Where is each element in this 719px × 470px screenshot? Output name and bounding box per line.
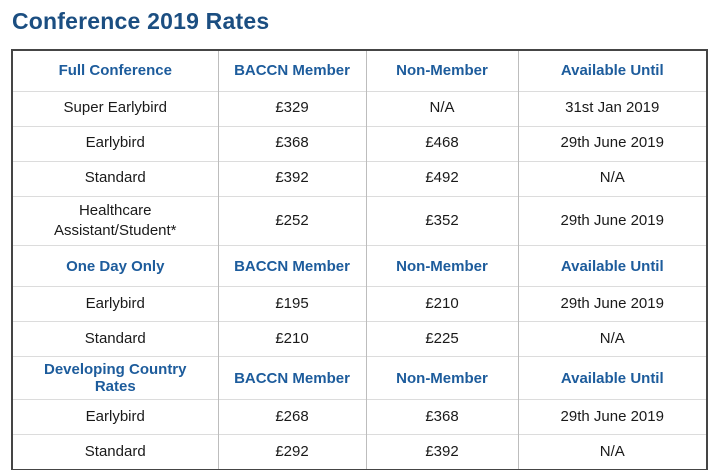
rate-label: Healthcare Assistant/Student* xyxy=(12,195,218,246)
rate-label: Standard xyxy=(12,321,218,357)
column-header-available-until: Available Until xyxy=(517,356,707,400)
non-member-price: £352 xyxy=(365,195,518,246)
rate-label: Super Earlybird xyxy=(12,90,218,126)
column-header-baccn-member: BACCN Member xyxy=(217,356,366,400)
table-row: Earlybird £268 £368 29th June 2019 xyxy=(12,399,707,435)
column-header-non-member: Non-Member xyxy=(365,245,518,287)
available-until-date: N/A xyxy=(517,434,707,470)
non-member-price: £368 xyxy=(365,399,518,435)
available-until-date: N/A xyxy=(517,160,707,196)
available-until-date: 29th June 2019 xyxy=(517,286,707,322)
section-header-row-one-day-only: One Day Only BACCN Member Non-Member Ava… xyxy=(12,245,707,287)
section-title-one-day-only: One Day Only xyxy=(12,245,218,287)
table-row: Standard £292 £392 N/A xyxy=(12,434,707,470)
rates-table: Full Conference BACCN Member Non-Member … xyxy=(11,49,708,470)
column-header-non-member: Non-Member xyxy=(365,50,518,91)
non-member-price: £225 xyxy=(365,321,518,357)
non-member-price: £468 xyxy=(365,125,518,161)
table-row: Earlybird £368 £468 29th June 2019 xyxy=(12,125,707,161)
rate-label: Standard xyxy=(12,434,218,470)
available-until-date: 29th June 2019 xyxy=(517,195,707,246)
non-member-price: N/A xyxy=(365,90,518,126)
non-member-price: £210 xyxy=(365,286,518,322)
section-title-full-conference: Full Conference xyxy=(58,62,172,80)
table-row: Healthcare Assistant/Student* £252 £352 … xyxy=(12,195,707,246)
section-header-row-developing-country: Developing Country Rates BACCN Member No… xyxy=(12,356,707,400)
table-row: Standard £210 £225 N/A xyxy=(12,321,707,357)
member-price: £210 xyxy=(217,321,366,357)
column-header-non-member: Non-Member xyxy=(365,356,518,400)
rate-label: Earlybird xyxy=(12,399,218,435)
non-member-price: £492 xyxy=(365,160,518,196)
member-price: £392 xyxy=(217,160,366,196)
available-until-date: 29th June 2019 xyxy=(517,125,707,161)
available-until-date: N/A xyxy=(517,321,707,357)
available-until-date: 31st Jan 2019 xyxy=(517,90,707,126)
non-member-price: £392 xyxy=(365,434,518,470)
section-header-row-full-conference: Full Conference BACCN Member Non-Member … xyxy=(12,50,707,91)
member-price: £252 xyxy=(217,195,366,246)
member-price: £368 xyxy=(217,125,366,161)
member-price: £329 xyxy=(217,90,366,126)
column-header-baccn-member: BACCN Member xyxy=(217,50,366,91)
member-price: £292 xyxy=(217,434,366,470)
available-until-date: 29th June 2019 xyxy=(517,399,707,435)
rate-label: Standard xyxy=(12,160,218,196)
rate-label: Earlybird xyxy=(12,125,218,161)
member-price: £195 xyxy=(217,286,366,322)
table-row: Super Earlybird £329 N/A 31st Jan 2019 xyxy=(12,90,707,126)
column-header-available-until: Available Until xyxy=(517,50,707,91)
column-header-baccn-member: BACCN Member xyxy=(217,245,366,287)
page-title: Conference 2019 Rates xyxy=(12,8,270,34)
section-title-developing-country: Developing Country Rates xyxy=(12,356,218,400)
rate-label: Earlybird xyxy=(12,286,218,322)
table-row: Standard £392 £492 N/A xyxy=(12,160,707,196)
column-header-available-until: Available Until xyxy=(517,245,707,287)
table-row: Earlybird £195 £210 29th June 2019 xyxy=(12,286,707,322)
member-price: £268 xyxy=(217,399,366,435)
